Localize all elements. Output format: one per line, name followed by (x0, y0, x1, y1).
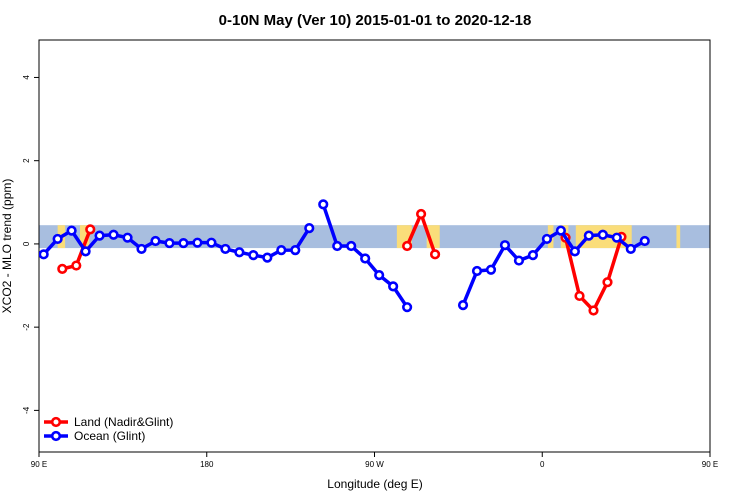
data-point (388, 281, 399, 292)
series-group (39, 199, 650, 313)
x-axis-label: Longitude (deg E) (327, 477, 422, 491)
data-point (39, 249, 49, 260)
chart-title: 0-10N May (Ver 10) 2015-01-01 to 2020-12… (219, 12, 532, 29)
data-point (164, 237, 175, 249)
data-point (513, 255, 525, 266)
data-point (611, 232, 622, 243)
data-point (402, 302, 413, 313)
data-point (192, 237, 203, 248)
data-point (569, 246, 580, 257)
data-point (597, 229, 608, 240)
x-tick-label: 90 W (365, 460, 384, 469)
y-axis-label: XCO2 - MLO trend (ppm) (0, 179, 14, 314)
data-point (85, 224, 96, 235)
y-tick-label: 2 (22, 158, 31, 163)
data-point (602, 277, 613, 288)
data-point (248, 250, 259, 261)
data-point (80, 246, 91, 257)
data-point (122, 232, 133, 243)
data-point (639, 235, 650, 247)
data-point (346, 240, 357, 252)
data-point (71, 260, 82, 271)
legend: Land (Nadir&Glint)Ocean (Glint) (44, 415, 173, 443)
data-point (485, 264, 497, 275)
land-patch (80, 225, 90, 249)
data-point (276, 245, 287, 256)
data-point (206, 237, 217, 248)
data-point (52, 233, 63, 245)
data-point (415, 208, 427, 220)
data-point (471, 265, 483, 277)
data-point (108, 229, 119, 240)
x-tick-label: 180 (200, 460, 214, 469)
data-point (150, 235, 161, 247)
data-point (457, 299, 469, 311)
y-tick-label: -2 (22, 323, 31, 331)
data-point (318, 199, 329, 210)
data-point (583, 230, 594, 241)
land-patch (729, 225, 733, 248)
data-point (555, 225, 566, 236)
data-point (588, 305, 599, 316)
x-tick-label: 0 (540, 460, 545, 469)
y-tick-label: 4 (22, 75, 31, 80)
x-tick-label: 90 E (31, 460, 47, 469)
data-point (290, 245, 301, 256)
data-point (374, 270, 385, 281)
data-point (429, 249, 441, 260)
data-point (332, 240, 343, 252)
data-point (541, 233, 553, 245)
data-point (94, 230, 105, 241)
data-point (220, 243, 231, 255)
data-point (304, 223, 315, 234)
x-axis: 90 E 180 90 W 0 90 E (31, 452, 718, 469)
legend-label: Ocean (Glint) (74, 429, 145, 443)
series-layer (39, 194, 728, 316)
land-patch (676, 225, 681, 249)
data-point (499, 240, 511, 251)
x-tick-label: 90 E (702, 460, 718, 469)
data-point (402, 240, 413, 252)
series-group (57, 194, 728, 316)
data-point (234, 247, 245, 258)
legend-marker (50, 430, 62, 442)
data-point (625, 243, 636, 255)
y-tick-label: 0 (22, 241, 31, 246)
data-point (360, 253, 371, 264)
data-point (262, 252, 273, 263)
data-point (574, 290, 585, 302)
data-point (527, 250, 539, 261)
data-point (57, 263, 68, 274)
data-point (136, 243, 147, 255)
y-axis: -4 -2 0 2 4 (22, 75, 39, 414)
data-point (178, 237, 189, 249)
legend-label: Land (Nadir&Glint) (74, 415, 173, 429)
legend-marker (50, 416, 62, 428)
data-point (66, 225, 77, 236)
data-point (720, 194, 728, 202)
y-tick-label: -4 (22, 406, 31, 414)
